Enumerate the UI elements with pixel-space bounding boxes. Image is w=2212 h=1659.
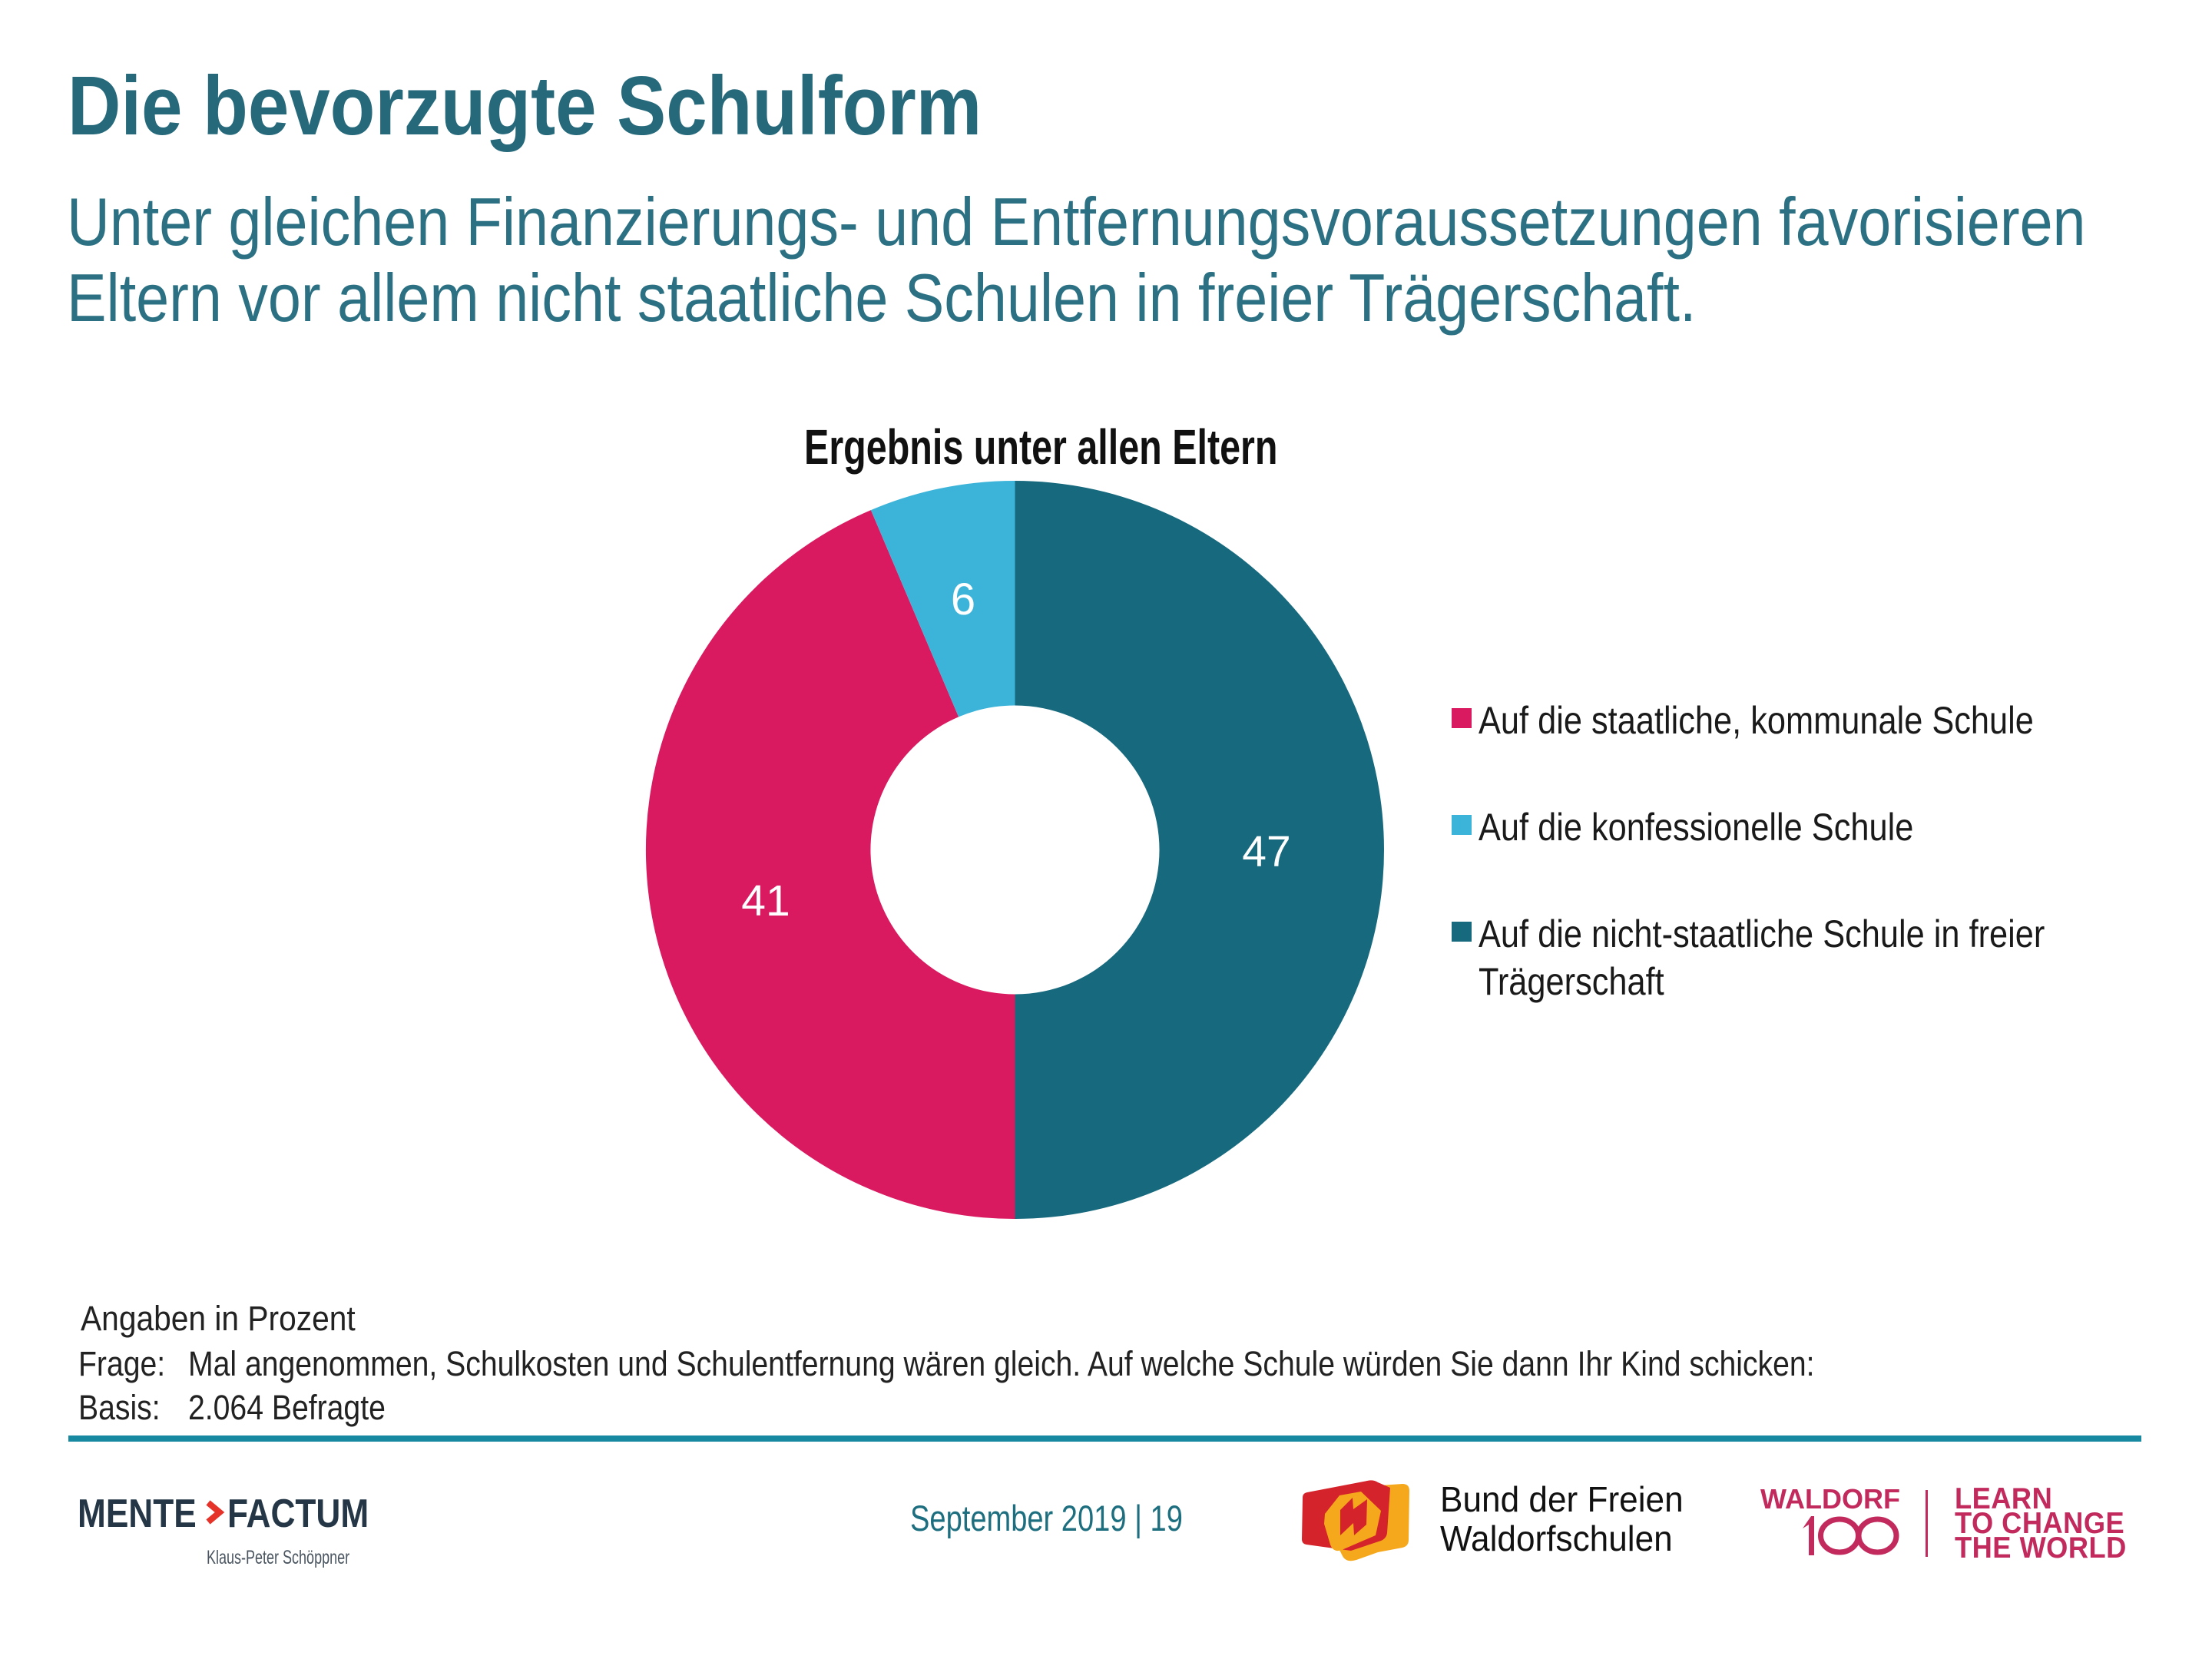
svg-text:6: 6 [951, 575, 975, 624]
svg-text:41: 41 [741, 876, 790, 926]
svg-text:47: 47 [1242, 827, 1290, 876]
